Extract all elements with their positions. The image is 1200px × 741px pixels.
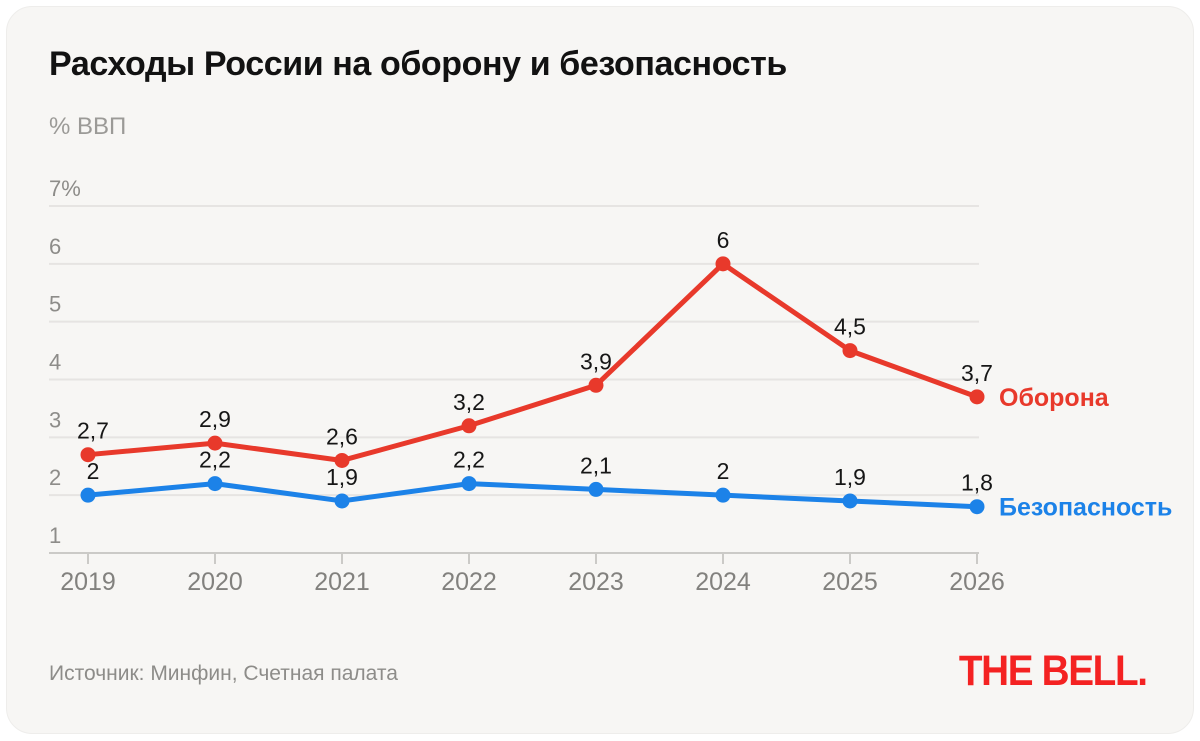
data-point: [716, 488, 731, 503]
data-point: [589, 482, 604, 497]
data-label: 6: [717, 227, 730, 253]
data-label: 3,2: [453, 389, 485, 415]
x-tick-label: 2021: [314, 568, 370, 596]
y-tick-label: 7%: [49, 176, 81, 201]
y-tick-label: 4: [49, 350, 61, 375]
data-point: [589, 378, 604, 393]
data-point: [208, 476, 223, 491]
series-end-label: Оборона: [999, 384, 1110, 412]
the-bell-logo: THE BELL.: [959, 647, 1147, 696]
y-tick-label: 6: [49, 234, 61, 259]
data-point: [81, 488, 96, 503]
x-tick-label: 2023: [568, 568, 624, 596]
data-label: 2,2: [453, 447, 485, 473]
data-label: 3,7: [961, 360, 993, 386]
data-label: 2,6: [326, 423, 358, 449]
data-label: 3,9: [580, 348, 612, 374]
x-tick-label: 2019: [60, 568, 116, 596]
data-label: 2,7: [77, 418, 109, 444]
data-point: [970, 389, 985, 404]
data-label: 2,1: [580, 452, 612, 478]
data-label: 2,9: [199, 406, 231, 432]
data-point: [462, 418, 477, 433]
data-label: 2: [87, 458, 100, 484]
infographic-card: Расходы России на оборону и безопасность…: [6, 6, 1194, 734]
data-label: 4,5: [834, 314, 866, 340]
data-label: 1,9: [326, 464, 358, 490]
x-tick-label: 2024: [695, 568, 751, 596]
x-tick-label: 2025: [822, 568, 878, 596]
data-label: 1,8: [961, 470, 993, 496]
data-label: 2: [717, 458, 730, 484]
data-label: 1,9: [834, 464, 866, 490]
x-tick-label: 2026: [949, 568, 1005, 596]
data-label: 2,2: [199, 447, 231, 473]
data-point: [462, 476, 477, 491]
data-point: [843, 343, 858, 358]
x-tick-label: 2020: [187, 568, 243, 596]
y-tick-label: 3: [49, 407, 61, 432]
data-point: [843, 493, 858, 508]
y-tick-label: 5: [49, 292, 61, 317]
series-end-label: Безопасность: [999, 494, 1172, 522]
data-point: [335, 493, 350, 508]
data-point: [970, 499, 985, 514]
data-point: [716, 256, 731, 271]
source-note: Источник: Минфин, Счетная палата: [49, 662, 398, 686]
y-tick-label: 2: [49, 465, 61, 490]
y-tick-label: 1: [49, 523, 61, 548]
x-tick-label: 2022: [441, 568, 497, 596]
